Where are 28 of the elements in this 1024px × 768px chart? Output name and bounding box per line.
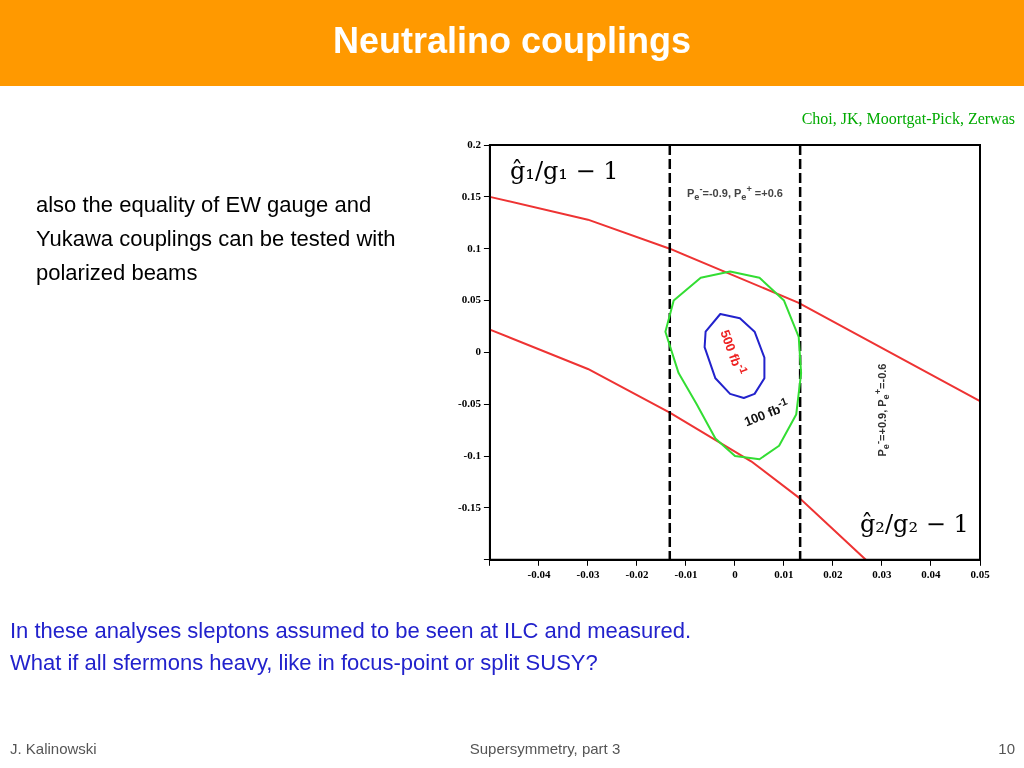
x-tick-label: -0.02 xyxy=(625,568,649,581)
y-tick-label: 0.05 xyxy=(461,293,482,306)
y-tick-label: -0.15 xyxy=(457,500,482,513)
x-tick-label: -0.01 xyxy=(674,568,698,581)
x-tick-label: 0.02 xyxy=(823,568,844,581)
chart-title: Neutralino couplings xyxy=(332,20,692,62)
x-tick-label: 0.03 xyxy=(872,568,893,581)
x-tick-label: -0.03 xyxy=(576,568,600,581)
x-tick-label: 0.05 xyxy=(970,568,991,581)
text: In these analyses sleptons assumed to be seen at ILC and measured. What if all sfermons heavy, like in focus-point or split SUSY? xyxy=(10,617,693,677)
x-tick-label: 0.01 xyxy=(774,568,794,581)
x-axis-title: ĝ₂/g₂ − 1 xyxy=(860,509,969,538)
text: also the equality of EW gauge and Yukawa couplings can be tested with polarized beams xyxy=(36,191,397,287)
text: 10 xyxy=(997,740,1015,757)
text: J. Kalinowski xyxy=(10,740,98,757)
y-tick-label: 0 xyxy=(475,345,482,358)
y-tick-label: 0.1 xyxy=(467,241,481,254)
x-tick-label: 0 xyxy=(732,568,739,581)
y-tick-label: -0.1 xyxy=(463,448,481,461)
text: Choi, JK, Moortgat-Pick, Zerwas xyxy=(800,110,1015,128)
y-axis-title: ĝ₁/g₁ − 1 xyxy=(509,157,619,185)
y-tick-label: 0.2 xyxy=(467,137,482,150)
x-tick-label: -0.04 xyxy=(527,568,551,581)
y-tick-label: 0.15 xyxy=(461,189,482,202)
y-tick-label: -0.05 xyxy=(457,397,482,410)
text: Supersymmetry, part 3 xyxy=(468,740,622,757)
x-tick-label: 0.04 xyxy=(921,568,942,581)
annotation: P$_{e}$$^{-}$=-0.9, P$_{e}$$^{+}$ =+0.6 xyxy=(687,184,783,202)
